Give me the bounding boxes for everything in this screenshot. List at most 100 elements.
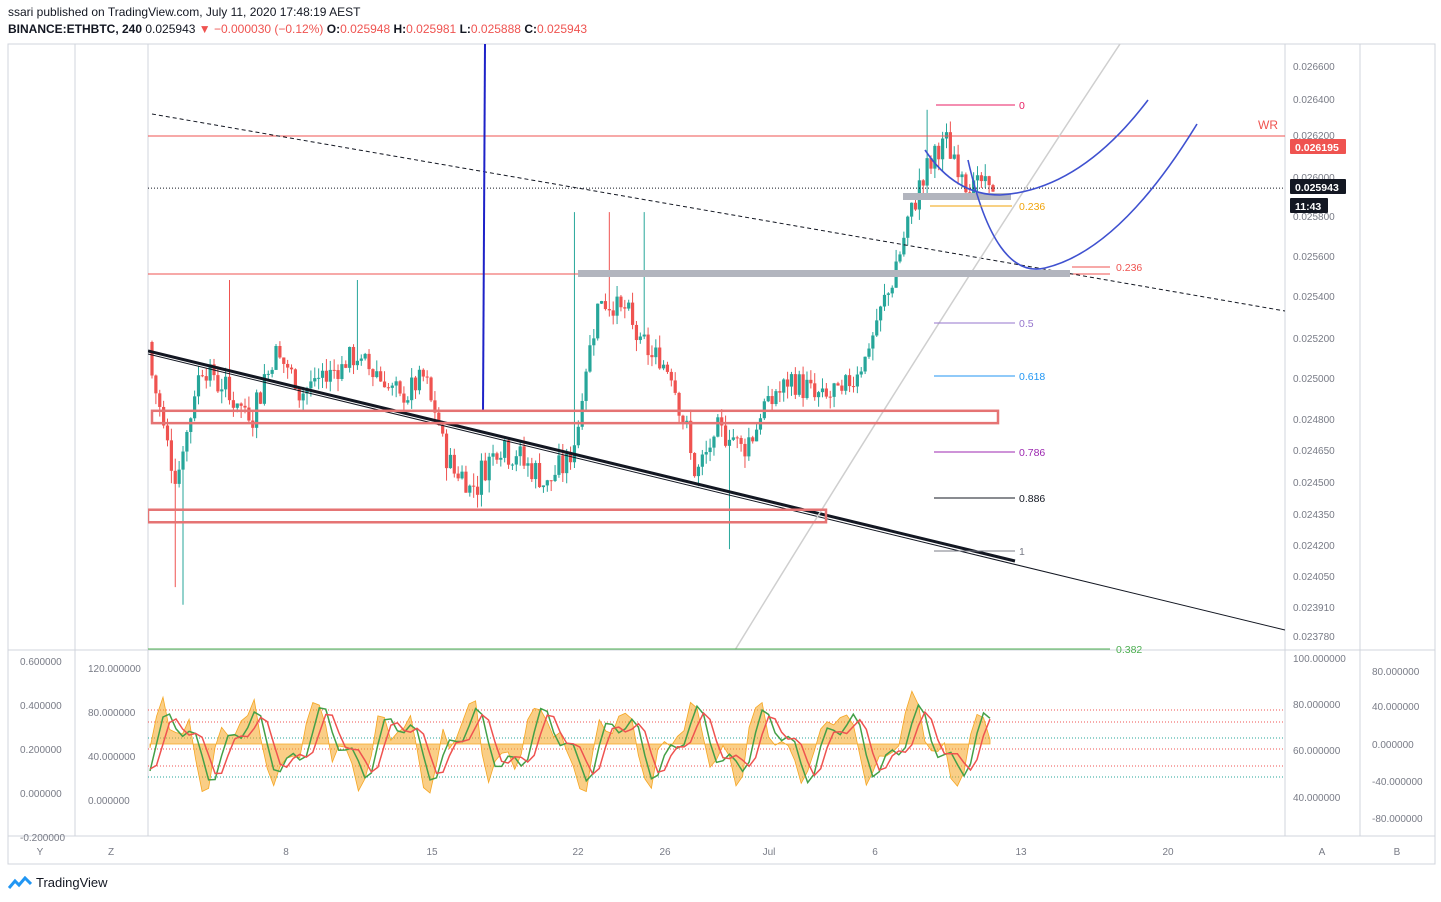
candle-body [983, 176, 987, 182]
indicator-inner-right-tick: 60.000000 [1293, 746, 1341, 757]
candle [630, 292, 635, 330]
price-tick: 0.025000 [1293, 374, 1335, 385]
gray-zone-bar [578, 270, 1070, 277]
symbol-line: BINANCE:ETHBTC, 240 0.025943 ▼ −0.000030… [8, 22, 587, 36]
tradingview-logo[interactable]: TradingView [8, 875, 108, 890]
candle-body [289, 367, 294, 370]
candle-body [239, 403, 243, 406]
candle-body [754, 429, 759, 442]
candle [185, 430, 189, 462]
candle [855, 366, 859, 394]
candle [460, 465, 464, 480]
candle-body [696, 466, 701, 477]
time-label: 13 [1015, 847, 1027, 858]
candle [270, 367, 274, 378]
time-label: 26 [659, 847, 671, 858]
candle-body [627, 302, 631, 309]
candle-body [906, 216, 910, 238]
candle [510, 463, 515, 470]
candle [150, 340, 154, 379]
candle [386, 383, 391, 391]
close-label: C: [524, 22, 537, 36]
candle-body [355, 360, 360, 366]
candle [472, 473, 476, 498]
candle [975, 166, 980, 192]
candle [444, 429, 449, 481]
candle-body [371, 369, 375, 378]
candle [545, 479, 549, 492]
candle [844, 373, 848, 395]
symbol[interactable]: BINANCE:ETHBTC, 240 [8, 22, 143, 36]
candle [398, 380, 402, 397]
candle-body [472, 485, 476, 487]
candle-body [196, 375, 201, 397]
projection-curve-2 [967, 123, 1198, 270]
candle [332, 359, 336, 379]
candle-body [495, 453, 499, 460]
candle [634, 321, 639, 352]
candle-body [568, 453, 573, 463]
fib-label: 0 [1019, 100, 1025, 112]
candle [766, 385, 770, 403]
candle [576, 420, 580, 449]
support-zone [148, 508, 828, 524]
indicator-inner-right-tick: 40.000000 [1293, 793, 1341, 804]
candle [537, 453, 542, 488]
candle [584, 368, 588, 410]
open-label: O: [326, 22, 341, 36]
candle-body [518, 446, 522, 457]
candle [375, 360, 379, 379]
indicator-left-tick: 0.400000 [20, 701, 62, 712]
candle-body [673, 380, 677, 393]
candle-body [363, 353, 367, 359]
candle-body [270, 369, 274, 374]
candle [406, 396, 410, 405]
candle [390, 382, 394, 396]
candle-body [863, 356, 867, 372]
candle [658, 335, 662, 370]
candle-body [937, 145, 941, 160]
candle-body [964, 174, 968, 193]
candle [410, 368, 414, 409]
indicator-inner-left-tick: 120.000000 [88, 664, 141, 675]
candle-body [879, 306, 883, 321]
candle-body [274, 345, 278, 370]
price-tick: 0.024800 [1293, 415, 1335, 426]
candle-body [778, 391, 782, 393]
price-badge-text: 0.025943 [1295, 182, 1339, 194]
candle-body [723, 425, 728, 446]
candle-body [165, 425, 170, 441]
candle-body [258, 392, 263, 404]
candle [379, 366, 383, 382]
candle-body [382, 381, 387, 388]
candle [983, 164, 987, 188]
candle [894, 249, 898, 288]
candle-body [200, 375, 204, 377]
candle-body [766, 396, 770, 402]
candle [789, 371, 794, 396]
candle-body [944, 132, 949, 139]
candle [836, 381, 840, 386]
candle-body [158, 393, 162, 407]
candle-body [716, 417, 720, 437]
candle-body [410, 377, 414, 401]
fib-label: 0.236 [1019, 201, 1045, 213]
candle [906, 215, 910, 246]
candle-body [154, 375, 158, 394]
candle [650, 345, 654, 367]
candle-body [231, 400, 235, 408]
candle [231, 391, 235, 417]
price-tick: 0.026200 [1293, 131, 1335, 142]
candle [289, 364, 294, 374]
candle [193, 390, 197, 422]
candle [607, 212, 611, 317]
time-label: Jul [763, 847, 776, 858]
candle-body [615, 296, 619, 316]
candle [592, 328, 596, 356]
price-tick: 0.024050 [1293, 572, 1335, 583]
candle-body [654, 347, 658, 358]
candle-body [522, 446, 526, 466]
candle [255, 389, 259, 439]
candle-body [185, 431, 189, 452]
